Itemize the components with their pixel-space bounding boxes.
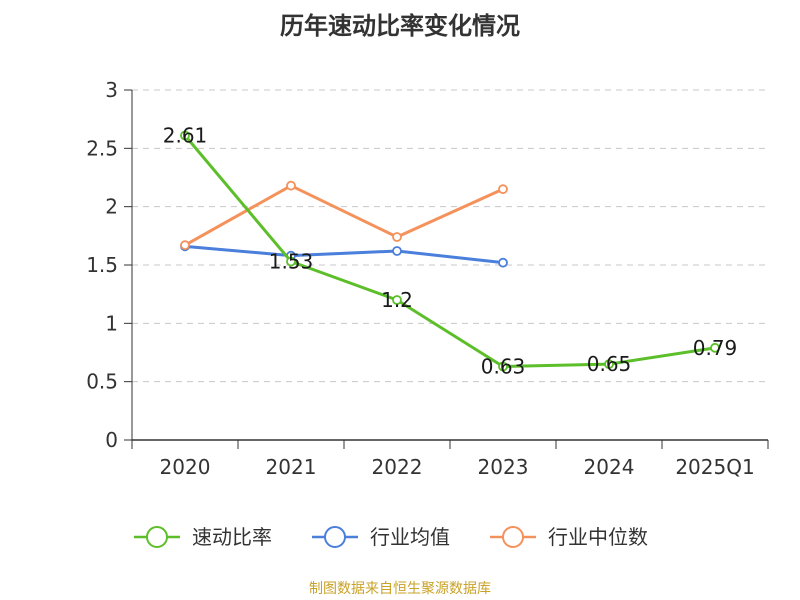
y-tick-label: 2 [105,195,118,219]
data-point [604,359,614,370]
data-point [710,342,720,353]
y-tick-label: 0.5 [86,370,118,394]
data-point [498,257,508,268]
data-label: 1.53 [269,250,314,274]
x-tick-label: 2024 [584,455,635,479]
data-point [498,361,508,372]
x-tick-label: 2025Q1 [675,455,754,479]
y-tick-label: 1.5 [86,253,118,277]
legend-item: 行业均值 [312,525,450,549]
axes: 0 0.5 1 1.5 2 2.5 3 2020 2021 2022 2023 2024 2025Q1 [86,78,769,479]
data-point [392,295,402,305]
y-tick-label: 0 [105,428,118,452]
x-tick-label: 2022 [372,455,423,479]
legend-label: 速动比率 [192,525,272,549]
data-label: 1.2 [381,288,413,312]
data-point [180,240,190,251]
legend-marker [146,526,168,548]
y-tick-label: 1 [105,311,118,335]
x-tick-label: 2023 [478,455,529,479]
data-point [392,246,402,256]
series-line-2 [184,184,504,247]
y-tick-label: 2.5 [86,136,118,160]
legend-marker [324,526,346,548]
series-line-1 [184,244,504,265]
data-point [180,130,190,141]
data-label: 0.65 [587,352,632,376]
legend-marker [502,526,524,548]
data-label: 0.63 [481,355,526,379]
legend-item: 速动比率 [134,525,272,549]
source-footer: 制图数据来自恒生聚源数据库 [309,581,491,597]
grid-lines [132,89,768,383]
legend: 速动比率 行业均值 行业中位数 [134,525,648,549]
series-line-0 [183,134,716,368]
x-tick-label: 2021 [266,455,317,479]
legend-item: 行业中位数 [490,525,648,549]
legend-label: 行业中位数 [548,525,648,549]
data-point [498,184,508,195]
y-tick-label: 3 [105,78,118,102]
data-point [286,180,296,191]
series-lines [180,130,720,372]
data-labels: 2.61 1.53 1.2 0.63 0.65 0.79 [163,124,738,379]
data-point [392,232,402,242]
data-label: 0.79 [693,336,738,360]
data-label: 2.61 [163,124,208,148]
chart-title: 历年速动比率变化情况 [280,12,520,40]
legend-label: 行业均值 [370,525,450,549]
data-point [286,256,296,267]
x-tick-label: 2020 [160,455,211,479]
